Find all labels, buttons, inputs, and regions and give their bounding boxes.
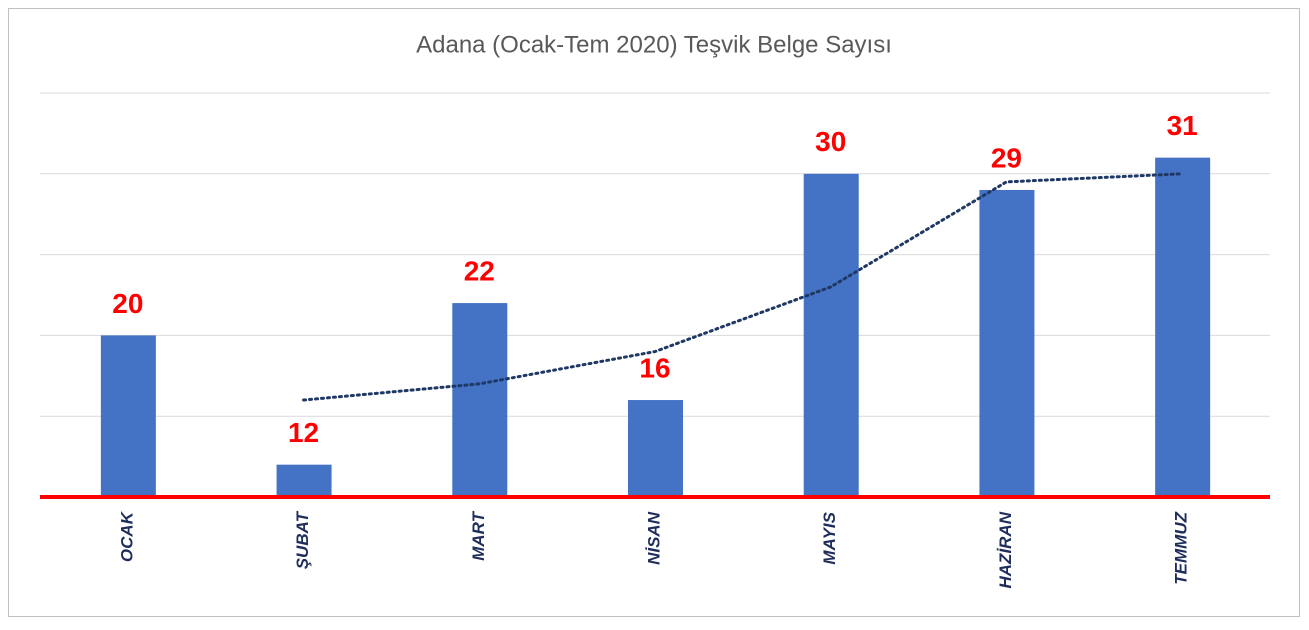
x-tick-label: OCAK	[117, 510, 136, 562]
trendline	[302, 172, 1184, 402]
x-tick-label: HAZİRAN	[996, 511, 1015, 588]
x-tick-label: MAYIS	[820, 511, 839, 564]
value-label: 31	[1167, 110, 1198, 141]
bar	[628, 400, 683, 497]
x-tick-label: NİSAN	[644, 511, 663, 565]
x-tick-label: MART	[469, 510, 488, 560]
bar	[979, 189, 1035, 497]
x-tick-label: ŞUBAT	[293, 510, 312, 569]
bar	[100, 335, 156, 497]
chart-title: Adana (Ocak-Tem 2020) Teşvik Belge Sayıs…	[416, 31, 892, 58]
value-label: 30	[815, 126, 846, 157]
bar	[803, 173, 859, 498]
value-label: 12	[288, 417, 319, 448]
x-tick-label: TEMMUZ	[1172, 511, 1191, 584]
bar	[276, 464, 332, 497]
value-label: 29	[991, 142, 1022, 173]
chart-border	[8, 8, 1300, 617]
bar	[452, 303, 508, 497]
value-label: 16	[639, 352, 670, 383]
value-label: 20	[112, 288, 143, 319]
value-label: 22	[464, 255, 495, 286]
bar	[1155, 157, 1211, 497]
